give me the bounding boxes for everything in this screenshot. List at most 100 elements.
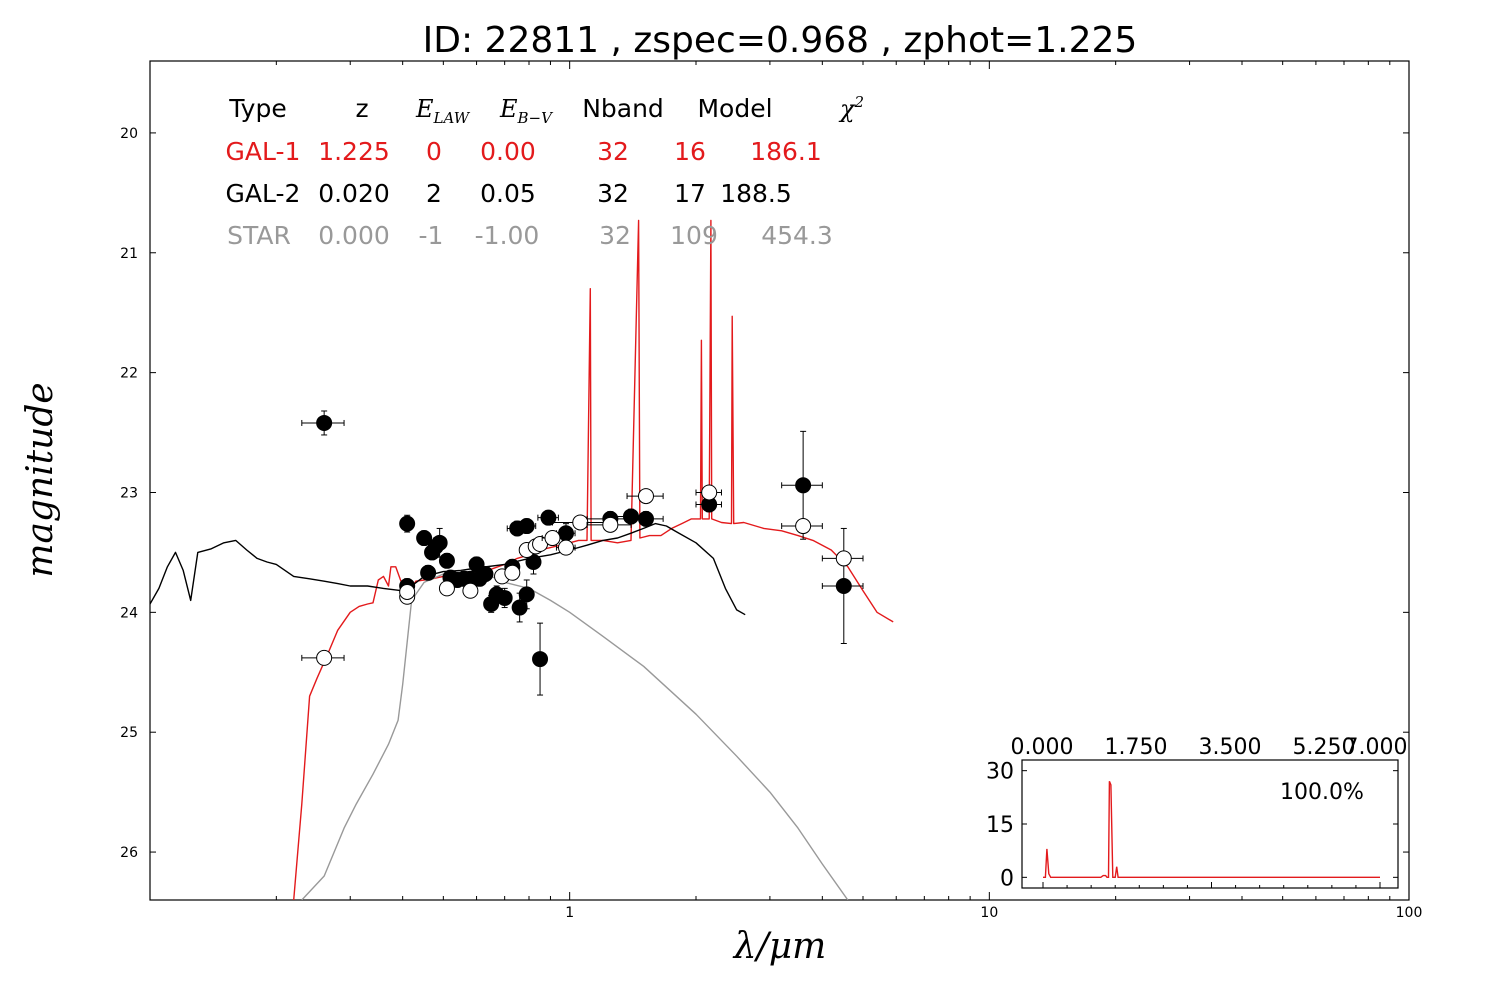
y-axis-label: magnitude bbox=[20, 382, 61, 577]
observed-marker bbox=[438, 552, 455, 569]
model-marker bbox=[544, 530, 561, 547]
star-z: 0.000 bbox=[318, 221, 390, 250]
chart-title: ID: 22811 , zspec=0.968 , zphot=1.225 bbox=[423, 20, 1138, 61]
observed-marker bbox=[431, 534, 448, 551]
gal2-nband: 32 bbox=[597, 179, 629, 208]
model-point bbox=[399, 583, 416, 600]
observed-point bbox=[516, 518, 537, 535]
star-ebv: -1.00 bbox=[475, 221, 540, 250]
table-row-gal2: GAL-2 0.020 2 0.05 32 17 188.5 bbox=[226, 179, 792, 208]
model-marker bbox=[602, 516, 619, 533]
inset-pdf-line bbox=[1043, 781, 1380, 878]
star-elaw: -1 bbox=[419, 221, 444, 250]
model-point bbox=[695, 484, 722, 501]
observed-marker bbox=[496, 589, 513, 606]
observed-marker bbox=[532, 651, 549, 668]
model-marker bbox=[835, 550, 852, 567]
observed-marker bbox=[518, 586, 535, 603]
observed-point bbox=[518, 579, 535, 610]
inset-x-tick-label: 7.000 bbox=[1345, 735, 1408, 760]
model-marker bbox=[701, 484, 718, 501]
y-tick-label: 23 bbox=[120, 485, 138, 501]
model-point bbox=[555, 539, 576, 556]
gal2-chi2: 188.5 bbox=[720, 179, 792, 208]
y-tick-label: 24 bbox=[120, 605, 138, 621]
observed-marker bbox=[637, 510, 654, 527]
model-point bbox=[462, 582, 479, 599]
inset-plot-area bbox=[1021, 759, 1399, 889]
inset-y-tick-label: 0 bbox=[1000, 866, 1014, 891]
model-marker bbox=[572, 514, 589, 531]
photometry-points bbox=[301, 410, 864, 696]
y-tick-label: 26 bbox=[120, 845, 138, 861]
table-header-nband: Nband bbox=[582, 94, 664, 123]
table-header-model: Model bbox=[697, 94, 772, 123]
model-point bbox=[821, 550, 864, 567]
observed-point bbox=[438, 552, 455, 569]
table-row-gal1: GAL-1 1.225 0 0.00 32 16 186.1 bbox=[226, 137, 822, 166]
observed-point bbox=[477, 565, 494, 582]
star-type: STAR bbox=[227, 221, 291, 250]
observed-marker bbox=[518, 518, 535, 535]
gal1-type: GAL-1 bbox=[226, 137, 301, 166]
model-point bbox=[551, 514, 605, 531]
observed-marker bbox=[622, 508, 639, 525]
model-marker bbox=[557, 539, 574, 556]
x-axis: 1 10 100 bbox=[149, 61, 1423, 921]
model-marker bbox=[399, 583, 416, 600]
sed-line-gal-1 bbox=[293, 219, 894, 900]
observed-point bbox=[532, 622, 549, 696]
gal1-z: 1.225 bbox=[318, 137, 390, 166]
inset-y-tick-label: 15 bbox=[986, 813, 1014, 838]
observed-marker bbox=[795, 477, 812, 494]
y-tick-label: 20 bbox=[120, 126, 138, 142]
observed-marker bbox=[316, 414, 333, 431]
gal1-nband: 32 bbox=[597, 137, 629, 166]
observed-point bbox=[399, 514, 416, 533]
inset-x-tick-label: 1.750 bbox=[1105, 735, 1168, 760]
y-tick-label: 22 bbox=[120, 366, 138, 382]
table-header-type: Type bbox=[228, 94, 286, 123]
observed-point bbox=[626, 510, 664, 527]
gal2-elaw: 2 bbox=[426, 179, 442, 208]
star-model: 109 bbox=[670, 221, 718, 250]
observed-point bbox=[420, 564, 437, 581]
observed-marker bbox=[416, 530, 433, 547]
model-point bbox=[781, 518, 823, 535]
table-header-z: z bbox=[355, 94, 368, 123]
star-nband: 32 bbox=[599, 221, 631, 250]
y-tick-label: 25 bbox=[120, 725, 138, 741]
model-point bbox=[301, 649, 345, 666]
observed-point bbox=[695, 496, 722, 513]
gal2-z: 0.020 bbox=[318, 179, 390, 208]
inset-x-tick-label: 5.250 bbox=[1293, 735, 1356, 760]
observed-point bbox=[301, 410, 345, 436]
model-point bbox=[626, 488, 664, 505]
observed-marker bbox=[525, 554, 542, 571]
gal2-type: GAL-2 bbox=[226, 179, 301, 208]
table-row-star: STAR 0.000 -1 -1.00 32 109 454.3 bbox=[227, 221, 833, 250]
x-tick-label: 1 bbox=[565, 905, 574, 921]
observed-marker bbox=[511, 599, 528, 616]
model-marker bbox=[637, 488, 654, 505]
inset-x-tick-label: 3.500 bbox=[1199, 735, 1262, 760]
observed-point bbox=[781, 430, 823, 540]
gal1-chi2: 186.1 bbox=[750, 137, 822, 166]
x-axis-label: λ/μm bbox=[732, 926, 826, 967]
observed-marker bbox=[477, 565, 494, 582]
gal1-elaw: 0 bbox=[426, 137, 442, 166]
model-marker bbox=[316, 649, 333, 666]
x-tick-label: 100 bbox=[1396, 905, 1423, 921]
inset-y-tick-label: 30 bbox=[986, 760, 1014, 785]
model-marker bbox=[438, 580, 455, 597]
model-point bbox=[586, 516, 632, 533]
model-marker bbox=[504, 564, 521, 581]
observed-marker bbox=[399, 515, 416, 532]
gal2-ebv: 0.05 bbox=[480, 179, 536, 208]
observed-point bbox=[821, 527, 864, 645]
inset-percentage: 100.0% bbox=[1280, 780, 1364, 805]
